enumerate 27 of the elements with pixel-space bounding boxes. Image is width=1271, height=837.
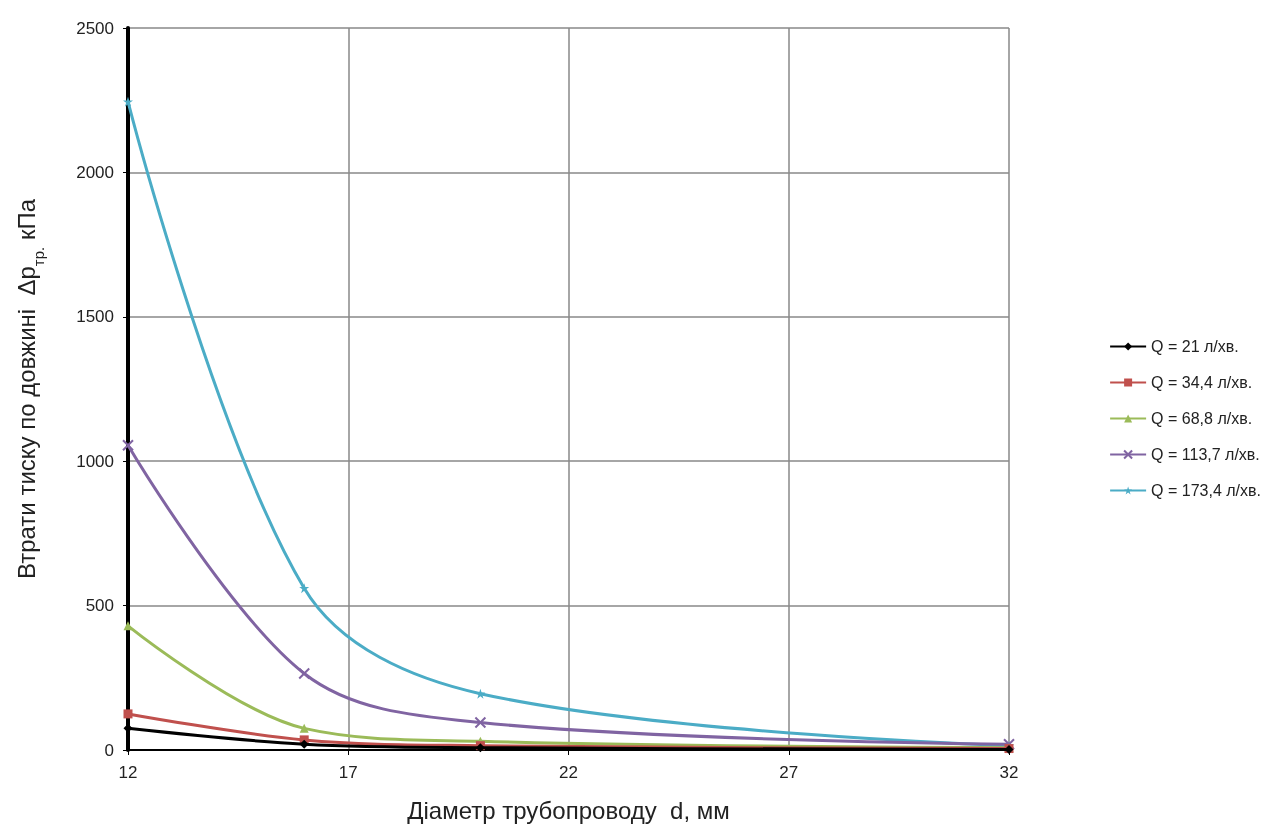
point [123,621,133,631]
x-tick-label: 27 [779,763,799,782]
x-tick-label: 17 [338,763,358,782]
y-tick-label: 2000 [76,162,114,182]
point [299,739,309,749]
y-tick-label: 1000 [76,451,114,471]
legend-label: Q = 173,4 л/хв. [1151,482,1261,499]
y-tick-label: 2500 [76,18,114,38]
point [122,439,134,452]
point [299,583,310,594]
legend-label: Q = 113,7 л/хв. [1151,446,1260,463]
y-tick-label: 0 [104,740,114,760]
point [123,709,133,719]
y-tick-label: 1500 [76,307,114,327]
point [298,667,311,680]
legend-label: Q = 68,8 л/хв. [1151,410,1253,427]
y-axis-title: Втрати тиску по довжині Δpтр. кПа [12,198,47,580]
point [123,96,133,107]
x-tick-label: 32 [999,763,1019,782]
point [474,716,487,729]
legend-label: Q = 21 л/хв. [1151,338,1239,355]
x-tick-label: 22 [559,763,578,782]
y-tick-label: 500 [85,596,114,616]
point [299,723,309,733]
legend-label: Q = 34,4 л/хв. [1151,374,1253,391]
x-axis-title: Діаметр трубопроводу d, мм [407,796,730,824]
x-tick-label: 12 [118,763,138,782]
